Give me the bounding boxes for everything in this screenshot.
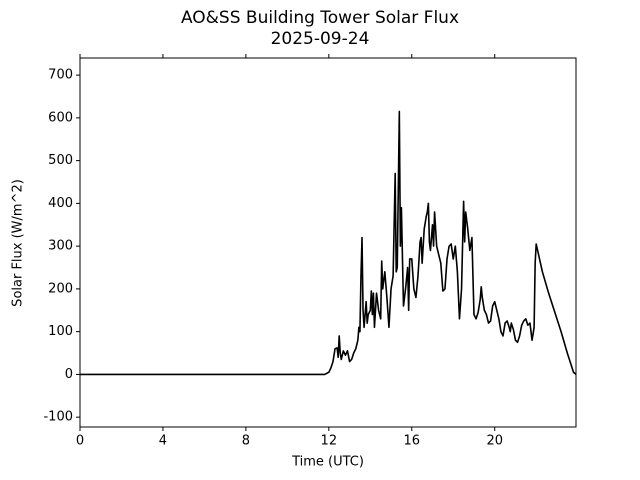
y-tick-label: 400 bbox=[48, 196, 73, 211]
y-tick-label: 0 bbox=[65, 367, 73, 382]
y-tick-label: 100 bbox=[48, 324, 73, 339]
y-tick-label: 500 bbox=[48, 153, 73, 168]
x-axis-label: Time (UTC) bbox=[291, 455, 364, 470]
y-tick-label: -100 bbox=[43, 410, 73, 425]
x-tick-label: 12 bbox=[321, 434, 338, 449]
x-tick-label: 0 bbox=[76, 434, 84, 449]
y-tick-label: 200 bbox=[48, 281, 73, 296]
plot-frame bbox=[79, 57, 577, 428]
x-tick-label: 16 bbox=[403, 434, 420, 449]
x-tick-label: 4 bbox=[159, 434, 167, 449]
y-tick-label: 700 bbox=[48, 68, 73, 83]
y-axis-label: Solar Flux (W/m^2) bbox=[11, 179, 26, 307]
x-tick-label: 8 bbox=[242, 434, 250, 449]
y-tick-label: 600 bbox=[48, 110, 73, 125]
y-tick-label: 300 bbox=[48, 239, 73, 254]
data-line bbox=[80, 110, 577, 376]
x-tick-label: 20 bbox=[486, 434, 503, 449]
chart-subtitle: 2025-09-24 bbox=[271, 29, 370, 49]
chart-title: AO&SS Building Tower Solar Flux bbox=[181, 8, 459, 28]
